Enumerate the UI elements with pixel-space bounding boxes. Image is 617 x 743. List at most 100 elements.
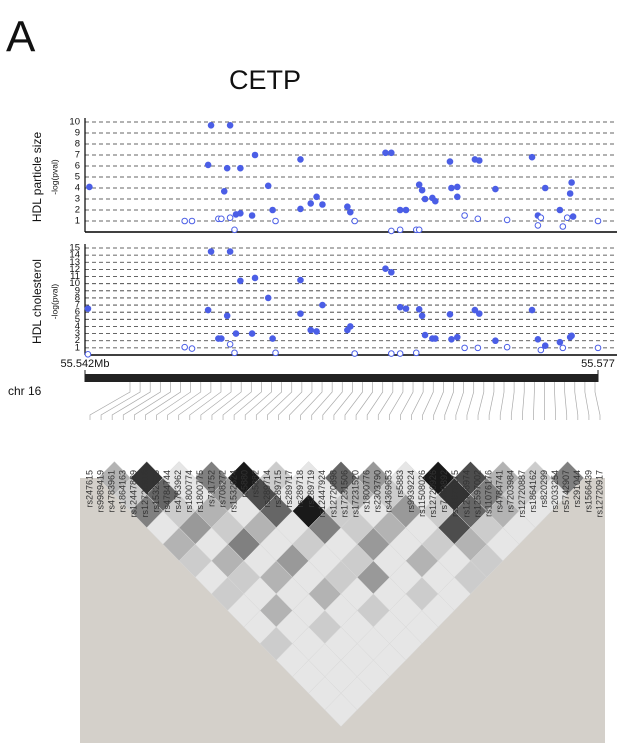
data-point	[226, 341, 234, 348]
snp-connector	[167, 382, 202, 420]
snp-connector	[333, 382, 353, 420]
data-point	[415, 306, 423, 313]
data-point	[248, 212, 256, 219]
data-point	[556, 338, 564, 346]
data-point	[396, 350, 404, 357]
snp-connector	[322, 382, 343, 420]
y-tick-label: 5	[75, 314, 80, 325]
data-point	[297, 276, 304, 284]
data-point	[492, 185, 499, 193]
snp-label: rs5883	[395, 470, 405, 498]
data-point	[446, 311, 454, 318]
snp-connector	[455, 382, 464, 420]
data-point	[461, 212, 468, 219]
data-point	[272, 217, 279, 225]
data-point	[559, 223, 567, 230]
chromosome-label: chr 16	[8, 384, 42, 398]
snp-connector	[189, 382, 222, 420]
data-point	[226, 214, 234, 221]
y-axis-unit: -log(pval)	[49, 284, 59, 320]
data-point	[307, 200, 315, 207]
snp-label: rs289718	[295, 470, 305, 508]
data-point	[568, 332, 575, 340]
data-point	[475, 157, 483, 164]
snp-connector	[411, 382, 424, 420]
snp-label: rs12720887	[517, 470, 527, 518]
data-point	[402, 305, 410, 312]
data-point	[541, 342, 549, 350]
y-tick-label: 12	[69, 264, 80, 275]
snp-label: rs7203984	[506, 470, 516, 513]
data-point	[351, 350, 358, 357]
snp-label: rs11076176	[484, 470, 494, 517]
data-point	[181, 343, 188, 351]
data-point	[237, 210, 244, 217]
snp-connector	[510, 382, 515, 420]
snp-connector	[388, 382, 404, 420]
snp-connector	[211, 382, 242, 420]
data-point	[492, 337, 499, 345]
snp-label: rs289714	[262, 470, 272, 508]
data-point	[223, 164, 231, 172]
snp-label: rs9989419	[95, 470, 105, 513]
snp-connector	[233, 382, 262, 420]
snp-connector	[488, 382, 495, 420]
data-point	[471, 306, 479, 314]
data-point	[453, 183, 461, 191]
y-tick-label: 7	[75, 150, 80, 161]
snp-connector	[222, 382, 252, 420]
data-point	[421, 195, 429, 203]
data-point	[568, 179, 575, 186]
data-point	[453, 333, 461, 341]
data-point	[402, 206, 410, 214]
snp-label: rs17231520	[350, 470, 360, 518]
snp-label: rs4783961	[107, 470, 117, 513]
data-point	[396, 303, 404, 311]
data-point	[344, 203, 351, 210]
data-point	[231, 349, 238, 357]
y-tick-label: 6	[75, 161, 80, 172]
data-point	[432, 335, 439, 342]
snp-connector	[300, 382, 323, 420]
snp-connector	[355, 382, 373, 420]
data-point	[204, 306, 212, 314]
y-tick-label: 14	[69, 250, 80, 261]
snp-connector	[122, 382, 161, 420]
data-point	[453, 193, 461, 201]
data-point	[346, 323, 354, 330]
data-point	[563, 214, 571, 221]
snp-label: rs4784741	[495, 470, 505, 513]
snp-label: rs9939224	[406, 470, 416, 513]
y-tick-label: 1	[75, 216, 80, 227]
snp-connector	[200, 382, 232, 420]
data-point	[269, 206, 276, 214]
snp-connector	[422, 382, 434, 420]
snp-label: rs291044	[572, 470, 582, 508]
snp-label: rs4784744	[162, 470, 172, 513]
snp-label: rs247615	[84, 470, 94, 508]
snp-label: rs17231506	[339, 470, 349, 518]
data-point	[432, 197, 439, 205]
snp-label: rs12720926	[428, 470, 438, 518]
data-point	[220, 188, 228, 195]
data-point	[188, 345, 196, 352]
data-point	[204, 161, 212, 169]
snp-connector	[433, 382, 444, 420]
panel-label: A	[6, 13, 36, 62]
y-tick-label: 2	[75, 335, 80, 346]
snp-connector	[255, 382, 282, 420]
data-point	[207, 122, 215, 129]
snp-label: rs289715	[273, 470, 283, 508]
y-tick-label: 15	[69, 243, 80, 254]
data-point	[84, 350, 92, 358]
snp-connector	[344, 382, 363, 420]
data-point	[388, 350, 395, 357]
y-tick-label: 13	[69, 257, 80, 268]
data-point	[396, 226, 404, 234]
data-point	[418, 186, 426, 194]
data-point	[534, 336, 542, 343]
data-point	[86, 183, 93, 191]
data-point	[313, 328, 320, 335]
y-axis-label: HDL particle size	[30, 132, 44, 223]
snp-label: rs7499892	[439, 470, 449, 513]
